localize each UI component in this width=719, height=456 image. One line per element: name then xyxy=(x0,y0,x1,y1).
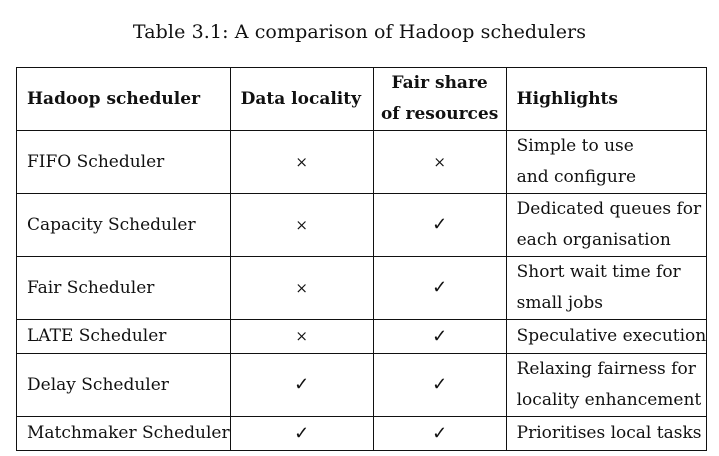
scheduler-name: Matchmaker Scheduler xyxy=(16,416,231,451)
scheduler-name: Capacity Scheduler xyxy=(16,193,231,257)
highlight-text: Short wait time for small jobs xyxy=(505,256,708,320)
highlight-text: Speculative execution xyxy=(505,319,708,354)
data-locality-mark: × xyxy=(229,193,374,257)
fair-share-mark: ✓ xyxy=(372,319,507,354)
table-row: Fair Scheduler × ✓ Short wait time for sm… xyxy=(16,256,708,320)
header-highlights: Highlights xyxy=(505,67,708,131)
highlight-text: Simple to use and configure xyxy=(505,130,708,194)
table-header-row: Hadoop scheduler Data locality Fair shar… xyxy=(16,67,708,131)
fair-share-mark: × xyxy=(372,130,507,194)
highlight-text: Prioritises local tasks xyxy=(505,416,708,451)
table-caption: Table 3.1: A comparison of Hadoop schedu… xyxy=(132,21,587,43)
data-locality-mark: × xyxy=(229,319,374,354)
data-locality-mark: ✓ xyxy=(229,416,374,451)
scheduler-name: LATE Scheduler xyxy=(16,319,231,354)
scheduler-name: FIFO Scheduler xyxy=(16,130,231,194)
fair-share-mark: ✓ xyxy=(372,353,507,417)
fair-share-mark: ✓ xyxy=(372,256,507,320)
table-row: Capacity Scheduler × ✓ Dedicated queues … xyxy=(16,193,708,257)
highlight-text: Relaxing fairness for locality enhancemen… xyxy=(505,353,708,417)
header-data-locality: Data locality xyxy=(229,67,374,131)
table-row: Matchmaker Scheduler ✓ ✓ Prioritises loc… xyxy=(16,416,708,451)
fair-share-mark: ✓ xyxy=(372,416,507,451)
data-locality-mark: × xyxy=(229,256,374,320)
data-locality-mark: ✓ xyxy=(229,353,374,417)
fair-share-mark: ✓ xyxy=(372,193,507,257)
table-row: LATE Scheduler × ✓ Speculative execution xyxy=(16,319,708,354)
highlight-text: Dedicated queues for each organisation xyxy=(505,193,708,257)
table-row: Delay Scheduler ✓ ✓ Relaxing fairness fo… xyxy=(16,353,708,417)
scheduler-name: Delay Scheduler xyxy=(16,353,231,417)
header-fair-share: Fair share of resources xyxy=(372,67,507,131)
scheduler-name: Fair Scheduler xyxy=(16,256,231,320)
table-row: FIFO Scheduler × × Simple to use and conf… xyxy=(16,130,708,194)
scheduler-comparison-table: Hadoop scheduler Data locality Fair shar… xyxy=(16,67,708,451)
data-locality-mark: × xyxy=(229,130,374,194)
header-scheduler: Hadoop scheduler xyxy=(16,67,231,131)
